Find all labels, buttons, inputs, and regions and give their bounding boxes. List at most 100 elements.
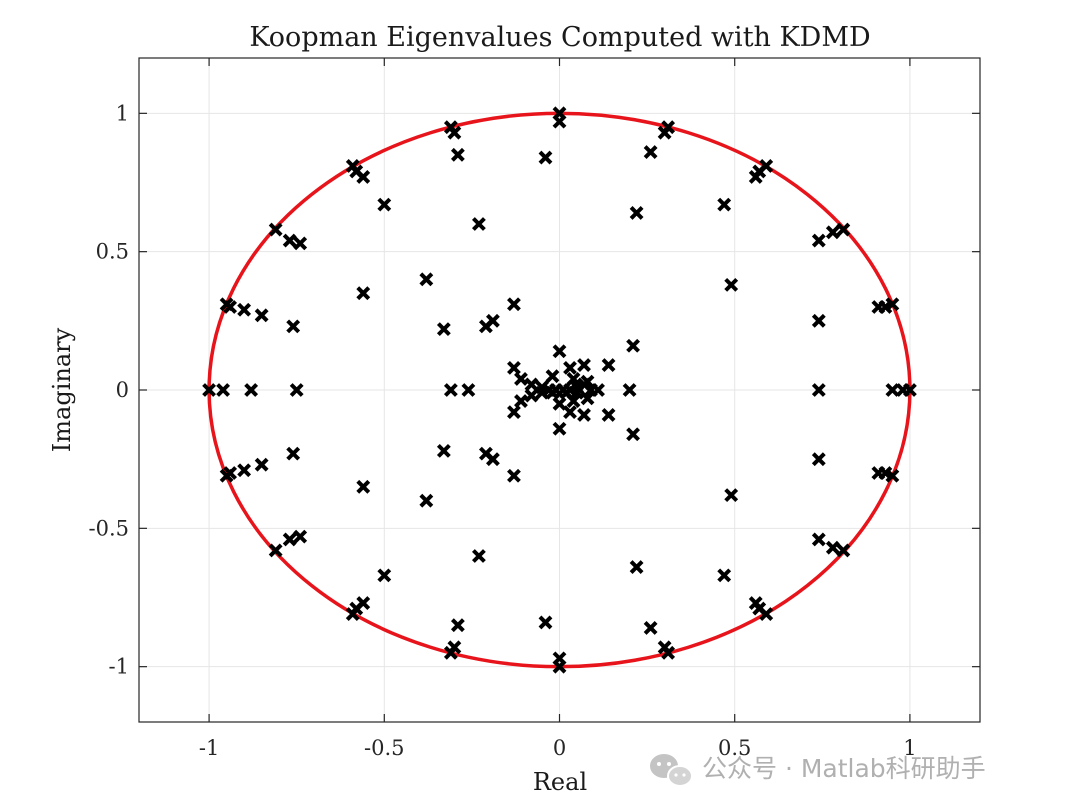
eigenvalue-marker [591,383,605,397]
eigenvalue-marker [244,383,259,397]
eigenvalue-marker [724,488,739,503]
eigenvalue-marker [545,369,560,384]
eigenvalue-marker [293,236,308,251]
eigenvalue-marker [254,308,269,323]
eigenvalue-marker [535,385,549,400]
eigenvalue-marker [643,621,658,635]
eigenvalue-marker [626,338,641,353]
y-tick-label: 0.5 [96,240,129,264]
eigenvalue-marker [524,388,539,403]
eigenvalue-marker [471,217,486,231]
eigenvalue-marker [268,543,283,558]
eigenvalue-markers [202,106,917,674]
eigenvalue-marker [657,640,672,655]
eigenvalue-marker [629,560,644,574]
x-tick-label: 0.5 [718,736,751,760]
eigenvalue-marker [601,358,616,373]
eigenvalue-marker [885,383,900,397]
y-axis-label: Imaginary [48,327,76,452]
eigenvalue-marker [289,383,304,397]
eigenvalue-marker [514,394,528,408]
eigenvalue-marker [486,452,500,467]
eigenvalue-marker [563,360,577,375]
eigenvalue-marker [552,114,567,129]
eigenvalue-marker [268,222,283,237]
eigenvalue-marker [447,640,462,655]
eigenvalue-marker [356,596,371,610]
eigenvalue-marker [419,272,434,287]
eigenvalue-marker [748,596,763,610]
eigenvalue-marker [724,277,739,292]
eigenvalue-marker [825,540,840,555]
eigenvalue-marker [419,493,434,508]
watermark: 公众号 · Matlab科研助手 [650,754,986,787]
eigenvalue-marker [436,443,451,458]
x-tick-label: -0.5 [364,736,405,760]
eigenvalue-marker [580,374,595,389]
eigenvalue-marker [507,360,521,375]
wechat-icon [650,754,693,787]
eigenvalue-marker [377,197,392,212]
eigenvalue-marker [825,225,840,240]
x-tick-label: 0 [553,736,566,760]
eigenvalue-marker [538,615,553,630]
eigenvalue-marker [622,383,637,397]
y-tick-label: -1 [109,655,129,679]
eigenvalue-marker [811,383,826,397]
eigenvalue-marker [356,170,371,184]
eigenvalue-marker [552,651,567,666]
axis-ticks [139,58,980,722]
eigenvalue-marker [447,125,462,140]
eigenvalue-marker [577,407,591,422]
eigenvalue-marker [524,377,539,392]
eigenvalue-marker [626,427,641,442]
x-axis-label: Real [533,768,587,796]
eigenvalue-marker [507,297,521,312]
eigenvalue-marker [566,394,581,408]
eigenvalue-marker [450,147,465,162]
x-tick-label: 1 [903,736,916,760]
eigenvalue-marker [286,319,301,334]
eigenvalue-marker [552,421,567,436]
eigenvalue-marker [507,468,521,483]
eigenvalue-marker [356,479,371,494]
eigenvalue-marker [811,452,826,467]
eigenvalue-marker [657,125,672,140]
eigenvalue-marker [836,543,851,558]
eigenvalue-marker [836,222,851,237]
tick-labels: -1 -0.5 0 0.5 1 -1 -0.5 0 0.5 1 [89,101,917,760]
eigenvalue-marker [538,150,553,165]
eigenvalue-marker [570,385,584,400]
eigenvalue-marker [237,302,252,317]
eigenvalue-marker [461,383,476,397]
eigenvalue-marker [450,618,465,633]
eigenvalue-marker [514,372,528,386]
eigenvalue-marker [895,383,910,397]
watermark-text: 公众号 · Matlab科研助手 [702,754,986,783]
eigenvalue-marker [223,300,238,314]
eigenvalue-marker [471,549,486,563]
eigenvalue-marker [293,529,308,544]
eigenvalue-marker [282,233,297,248]
eigenvalue-marker [643,145,658,159]
eigenvalue-marker [811,532,826,547]
eigenvalue-marker [507,405,521,420]
eigenvalue-marker [717,197,732,212]
eigenvalue-marker [601,407,616,422]
eigenvalue-marker [486,313,500,328]
eigenvalue-marker [286,446,301,461]
eigenvalue-marker [717,568,732,583]
eigenvalue-marker [202,383,216,397]
eigenvalue-marker [223,466,238,480]
eigenvalue-marker [436,322,451,337]
eigenvalue-marker [356,286,371,301]
eigenvalue-marker [552,396,567,411]
eigenvalue-marker [237,463,252,478]
y-tick-label: -0.5 [89,516,130,540]
eigenvalue-marker [871,300,886,314]
eigenvalue-marker [552,344,567,359]
eigenvalue-marker [811,313,826,328]
eigenvalue-marker [282,532,297,547]
